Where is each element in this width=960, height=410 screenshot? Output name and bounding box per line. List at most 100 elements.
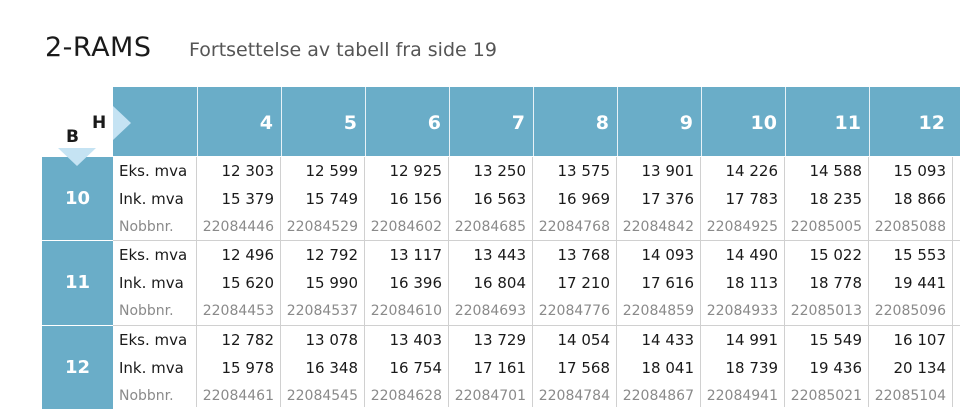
table-row-eks: Eks. mva 12 496 12 792 13 117 13 443 13 768 14… (113, 241, 960, 269)
table-cell: 14 054 (557, 330, 611, 349)
table-cell: 18 778 (809, 274, 863, 293)
page-title: 2-RAMS (45, 32, 152, 63)
table-cell: 13 729 (473, 330, 527, 349)
table-cell: 15 022 (809, 246, 863, 265)
table-cell: 22084610 (370, 303, 442, 320)
column-header: 7 (449, 87, 533, 156)
table-row-eks: Eks. mva 12 782 13 078 13 403 13 729 14 054 14… (113, 326, 960, 354)
column-header: 10 (701, 87, 785, 156)
row-label-nobb: Nobbnr. (119, 387, 174, 404)
column-divider (532, 157, 533, 407)
table-cell: 22084867 (622, 387, 694, 404)
table-cell: 13 901 (641, 162, 695, 180)
table-cell: 14 433 (641, 330, 695, 349)
column-divider (280, 157, 281, 407)
table-cell: 15 379 (221, 190, 275, 208)
table-cell: 22084685 (454, 219, 526, 235)
table-cell: 16 348 (305, 358, 359, 377)
table-row-nobb: Nobbnr. 22084453 22084537 22084610 22084693 2… (113, 297, 960, 325)
table-cell: 19 436 (809, 358, 863, 377)
table-cell: 22084545 (286, 387, 358, 404)
table-cell: 22085013 (790, 303, 862, 320)
table-cell: 14 490 (725, 246, 779, 265)
table-cell: 13 443 (473, 246, 527, 265)
table-cell: 20 134 (893, 358, 947, 377)
table-cell: 12 782 (221, 330, 275, 349)
table-row-nobb: Nobbnr. 22084446 22084529 22084602 22084685 2… (113, 213, 960, 241)
table-cell: 17 616 (641, 274, 695, 293)
table-cell: 13 768 (557, 246, 611, 265)
table-cell: 15 978 (221, 358, 275, 377)
row-label-eks: Eks. mva (119, 330, 188, 349)
table-cell: 12 925 (389, 162, 443, 180)
table-cell: 14 093 (641, 246, 695, 265)
table-cell: 12 599 (305, 162, 359, 180)
table-cell: 16 156 (389, 190, 443, 208)
table-cell: 15 549 (809, 330, 863, 349)
table-cell: 15 093 (893, 162, 947, 180)
width-header-bar (113, 87, 960, 156)
column-divider (364, 157, 365, 407)
table-cell: 22084842 (622, 219, 694, 235)
table-cell: 14 991 (725, 330, 779, 349)
table-cell: 17 783 (725, 190, 779, 208)
table-cell: 15 620 (221, 274, 275, 293)
table-cell: 22084446 (202, 219, 274, 235)
table-cell: 22084701 (454, 387, 526, 404)
table-row-ink: Ink. mva 15 620 15 990 16 396 16 804 17 210 17… (113, 269, 960, 297)
table-cell: 22084537 (286, 303, 358, 320)
table-cell: 13 250 (473, 162, 527, 180)
table-cell: 22084602 (370, 219, 442, 235)
table-cell: 22084859 (622, 303, 694, 320)
table-cell: 17 210 (557, 274, 611, 293)
table-cell: 22084628 (370, 387, 442, 404)
column-divider (448, 157, 449, 407)
table-cell: 14 588 (809, 162, 863, 180)
table-cell: 14 226 (725, 162, 779, 180)
column-header: 8 (533, 87, 617, 156)
page-subtitle: Fortsettelse av tabell fra side 19 (189, 39, 497, 61)
table-cell: 22084529 (286, 219, 358, 235)
table-cell: 22084933 (706, 303, 778, 320)
table-cell: 17 568 (557, 358, 611, 377)
table-cell: 16 107 (893, 330, 947, 349)
table-cell: 16 396 (389, 274, 443, 293)
table-cell: 18 739 (725, 358, 779, 377)
table-cell: 22085096 (874, 303, 946, 320)
row-label-eks: Eks. mva (119, 162, 188, 180)
table-cell: 22084776 (538, 303, 610, 320)
column-divider (952, 157, 953, 407)
table-cell: 22084768 (538, 219, 610, 235)
table-cell: 17 161 (473, 358, 527, 377)
column-header: 4 (197, 87, 281, 156)
table-cell: 16 969 (557, 190, 611, 208)
column-divider (616, 157, 617, 407)
table-cell: 19 441 (893, 274, 947, 293)
table-cell: 12 496 (221, 246, 275, 265)
row-label-nobb: Nobbnr. (119, 219, 174, 235)
row-label-ink: Ink. mva (119, 274, 184, 293)
h-axis-label: H (92, 113, 107, 133)
b-row-header: 11 (42, 241, 113, 326)
row-label-eks: Eks. mva (119, 246, 188, 265)
table-cell: 22084784 (538, 387, 610, 404)
table-cell: 22084925 (706, 219, 778, 235)
row-label-nobb: Nobbnr. (119, 303, 174, 320)
column-divider (868, 157, 869, 407)
column-header: 9 (617, 87, 701, 156)
table-row-ink: Ink. mva 15 379 15 749 16 156 16 563 16 969 17… (113, 185, 960, 213)
table-cell: 18 041 (641, 358, 695, 377)
table-cell: 22084941 (706, 387, 778, 404)
column-divider (784, 157, 785, 407)
row-label-ink: Ink. mva (119, 190, 184, 208)
table-cell: 22085021 (790, 387, 862, 404)
table-cell: 17 376 (641, 190, 695, 208)
table-cell: 12 792 (305, 246, 359, 265)
table-cell: 12 303 (221, 162, 275, 180)
row-divider (113, 324, 960, 326)
table-cell: 22084693 (454, 303, 526, 320)
table-cell: 15 749 (305, 190, 359, 208)
table-cell: 22085005 (790, 219, 862, 235)
table-cell: 13 078 (305, 330, 359, 349)
column-header: 6 (365, 87, 449, 156)
